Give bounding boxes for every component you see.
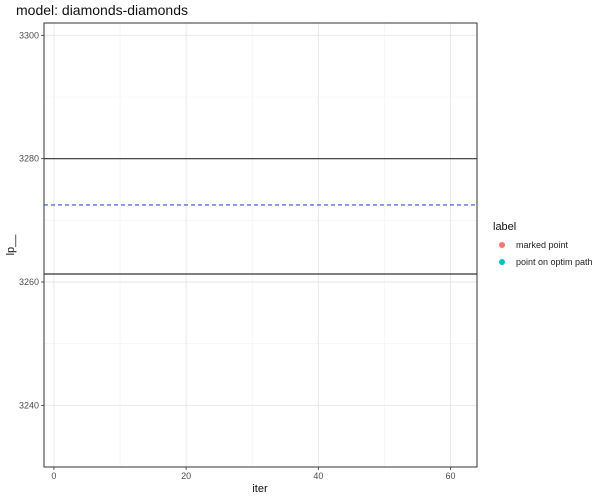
legend: label marked point point on optim path [493, 221, 593, 267]
x-tick-label: 40 [313, 471, 323, 481]
panel-border [43, 22, 478, 468]
horizontal-lines [44, 158, 477, 275]
y-tick-label: 3280 [19, 154, 39, 164]
x-axis-title: iter [252, 483, 268, 495]
minor-gridlines [44, 23, 477, 467]
x-tick-label: 0 [51, 471, 56, 481]
x-axis-ticks: 0 20 40 60 [51, 467, 456, 481]
legend-label-point-on-optim-path: point on optim path [516, 257, 593, 267]
x-tick-label: 20 [181, 471, 191, 481]
legend-label-marked-point: marked point [516, 240, 569, 250]
legend-key-marked-point [499, 242, 505, 248]
y-tick-label: 3240 [19, 400, 39, 410]
panel-background [44, 23, 477, 467]
x-tick-label: 60 [446, 471, 456, 481]
y-tick-label: 3300 [19, 30, 39, 40]
y-tick-label: 3260 [19, 277, 39, 287]
chart-title: model: diamonds-diamonds [16, 2, 188, 18]
y-axis-title: lp__ [5, 234, 17, 256]
plot-panel [43, 22, 478, 468]
y-axis-ticks: 3240 3260 3280 3300 [19, 30, 44, 410]
legend-title: label [493, 221, 516, 233]
legend-key-point-on-optim-path [499, 259, 505, 265]
